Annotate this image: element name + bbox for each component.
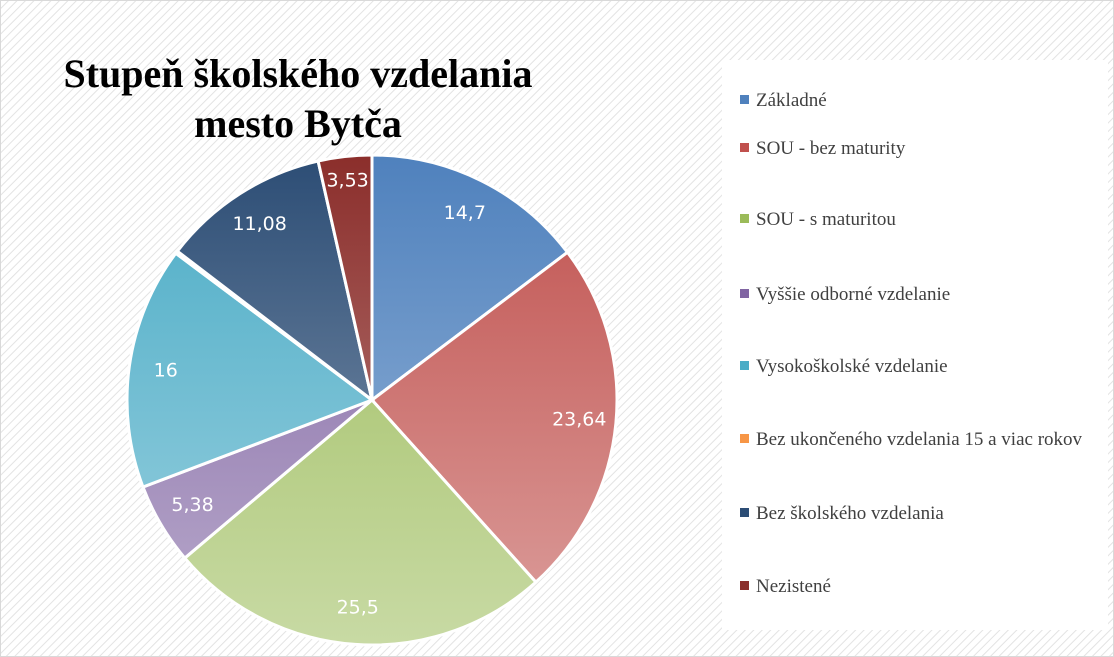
legend-label: Základné (756, 90, 827, 111)
pie-slice (125, 251, 376, 489)
pie-slice (316, 153, 374, 401)
data-label: 11,08 (232, 213, 286, 235)
legend-swatch (740, 434, 749, 443)
legend-label: Bez ukončeného vzdelania 15 a viac rokov (756, 429, 1083, 450)
legend-item: Vysokoškolské vzdelanie (740, 355, 1100, 379)
pie-slice (369, 250, 619, 585)
chart-title: mesto Bytča (194, 101, 402, 146)
legend-swatch (740, 95, 749, 104)
chart-title: Stupeň školského vzdelania (63, 51, 532, 96)
data-label: 23,64 (552, 408, 606, 430)
legend-item: SOU - bez maturity (740, 137, 1100, 161)
legend-swatch (740, 581, 749, 590)
legend-item: Bez ukončeného vzdelania 15 a viac rokov (740, 428, 1100, 452)
legend-swatch (740, 361, 749, 370)
legend-label: Vysokoškolské vzdelanie (756, 356, 948, 377)
data-label: 14,7 (444, 202, 486, 224)
legend-item: Vyššie odborné vzdelanie (740, 283, 1100, 307)
legend-area (722, 60, 1108, 630)
legend-label: SOU - bez maturity (756, 138, 906, 159)
legend-label: Bez školského vzdelania (756, 503, 944, 524)
legend-item: Základné (740, 89, 1100, 113)
pie-slice (370, 153, 570, 404)
data-label: 25,5 (337, 596, 379, 618)
legend-item: SOU - s maturitou (740, 208, 1100, 232)
pie-slice (175, 159, 375, 404)
legend-item: Bez školského vzdelania (740, 502, 1100, 526)
legend-swatch (740, 214, 749, 223)
pie-slice (182, 397, 538, 647)
data-label: 16 (154, 360, 178, 382)
legend-label: Vyššie odborné vzdelanie (756, 284, 951, 305)
legend-item: Nezistené (740, 575, 1100, 599)
legend-swatch (740, 143, 749, 152)
legend-label: SOU - s maturitou (756, 209, 896, 230)
data-label: 3,53 (326, 169, 368, 191)
data-label: 5,38 (171, 494, 213, 516)
legend-swatch (740, 508, 749, 517)
legend-swatch (740, 289, 749, 298)
legend-label: Nezistené (756, 576, 831, 597)
